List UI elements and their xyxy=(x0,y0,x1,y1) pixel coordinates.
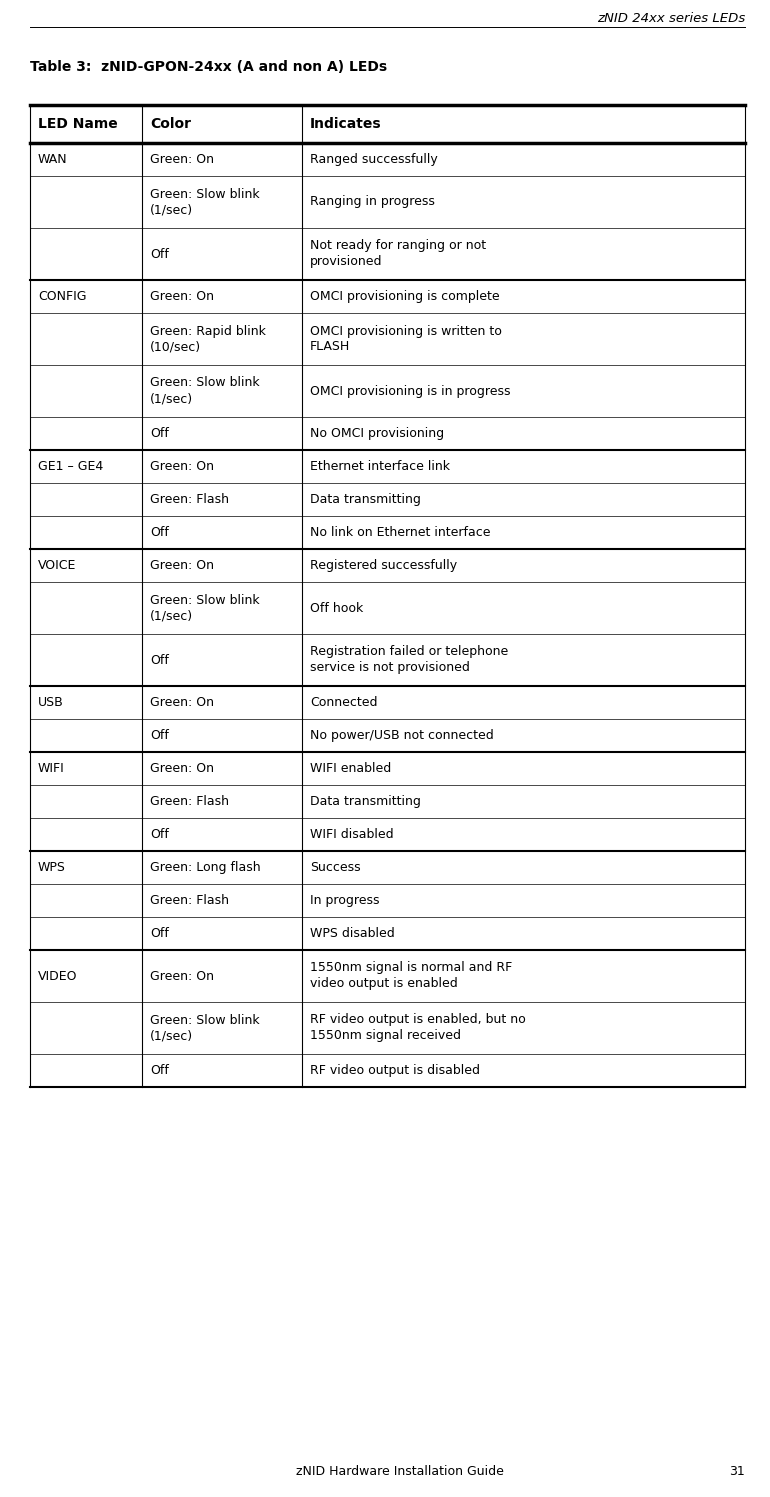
Text: Off: Off xyxy=(150,525,169,539)
Text: OMCI provisioning is complete: OMCI provisioning is complete xyxy=(310,290,500,302)
Text: Green: Slow blink
(1/sec): Green: Slow blink (1/sec) xyxy=(150,377,259,406)
Text: Green: Slow blink
(1/sec): Green: Slow blink (1/sec) xyxy=(150,593,259,623)
Text: No link on Ethernet interface: No link on Ethernet interface xyxy=(310,525,490,539)
Text: Off: Off xyxy=(150,247,169,260)
Text: Green: On: Green: On xyxy=(150,696,214,710)
Text: Ethernet interface link: Ethernet interface link xyxy=(310,460,450,473)
Text: USB: USB xyxy=(38,696,64,710)
Text: RF video output is enabled, but no
1550nm signal received: RF video output is enabled, but no 1550n… xyxy=(310,1013,526,1042)
Text: 1550nm signal is normal and RF
video output is enabled: 1550nm signal is normal and RF video out… xyxy=(310,961,512,991)
Text: Color: Color xyxy=(150,117,191,132)
Text: WPS: WPS xyxy=(38,861,66,874)
Text: Off: Off xyxy=(150,427,169,440)
Text: OMCI provisioning is in progress: OMCI provisioning is in progress xyxy=(310,385,511,398)
Text: Off: Off xyxy=(150,654,169,666)
Text: Ranging in progress: Ranging in progress xyxy=(310,196,435,208)
Text: Green: On: Green: On xyxy=(150,558,214,572)
Text: CONFIG: CONFIG xyxy=(38,290,86,302)
Text: WPS disabled: WPS disabled xyxy=(310,927,395,940)
Text: Connected: Connected xyxy=(310,696,377,710)
Text: Green: On: Green: On xyxy=(150,970,214,982)
Text: VOICE: VOICE xyxy=(38,558,76,572)
Text: Green: On: Green: On xyxy=(150,762,214,775)
Text: No power/USB not connected: No power/USB not connected xyxy=(310,729,494,743)
Text: Green: Rapid blink
(10/sec): Green: Rapid blink (10/sec) xyxy=(150,325,266,353)
Text: Off hook: Off hook xyxy=(310,602,363,614)
Text: Registration failed or telephone
service is not provisioned: Registration failed or telephone service… xyxy=(310,645,508,675)
Text: Green: Slow blink
(1/sec): Green: Slow blink (1/sec) xyxy=(150,1013,259,1042)
Text: No OMCI provisioning: No OMCI provisioning xyxy=(310,427,444,440)
Text: Green: Flash: Green: Flash xyxy=(150,894,229,907)
Text: Table 3:  zNID-GPON-24xx (A and non A) LEDs: Table 3: zNID-GPON-24xx (A and non A) LE… xyxy=(30,60,387,73)
Text: VIDEO: VIDEO xyxy=(38,970,78,982)
Text: Green: Long flash: Green: Long flash xyxy=(150,861,260,874)
Text: WIFI disabled: WIFI disabled xyxy=(310,828,393,841)
Text: Off: Off xyxy=(150,927,169,940)
Text: Green: Slow blink
(1/sec): Green: Slow blink (1/sec) xyxy=(150,187,259,217)
Text: WAN: WAN xyxy=(38,153,68,166)
Text: GE1 – GE4: GE1 – GE4 xyxy=(38,460,103,473)
Text: zNID Hardware Installation Guide: zNID Hardware Installation Guide xyxy=(296,1466,504,1478)
Text: Registered successfully: Registered successfully xyxy=(310,558,457,572)
Text: Green: On: Green: On xyxy=(150,290,214,302)
Text: Off: Off xyxy=(150,729,169,743)
Text: zNID 24xx series LEDs: zNID 24xx series LEDs xyxy=(597,12,745,25)
Text: Green: On: Green: On xyxy=(150,153,214,166)
Text: Ranged successfully: Ranged successfully xyxy=(310,153,438,166)
Text: Off: Off xyxy=(150,828,169,841)
Text: Green: Flash: Green: Flash xyxy=(150,493,229,506)
Text: OMCI provisioning is written to
FLASH: OMCI provisioning is written to FLASH xyxy=(310,325,502,353)
Text: RF video output is disabled: RF video output is disabled xyxy=(310,1064,480,1076)
Text: Data transmitting: Data transmitting xyxy=(310,795,421,808)
Text: LED Name: LED Name xyxy=(38,117,118,132)
Text: Green: Flash: Green: Flash xyxy=(150,795,229,808)
Text: Success: Success xyxy=(310,861,360,874)
Text: Off: Off xyxy=(150,1064,169,1076)
Text: Indicates: Indicates xyxy=(310,117,382,132)
Text: Data transmitting: Data transmitting xyxy=(310,493,421,506)
Text: WIFI: WIFI xyxy=(38,762,65,775)
Text: Green: On: Green: On xyxy=(150,460,214,473)
Text: Not ready for ranging or not
provisioned: Not ready for ranging or not provisioned xyxy=(310,240,486,268)
Text: WIFI enabled: WIFI enabled xyxy=(310,762,391,775)
Text: In progress: In progress xyxy=(310,894,380,907)
Text: 31: 31 xyxy=(729,1466,745,1478)
